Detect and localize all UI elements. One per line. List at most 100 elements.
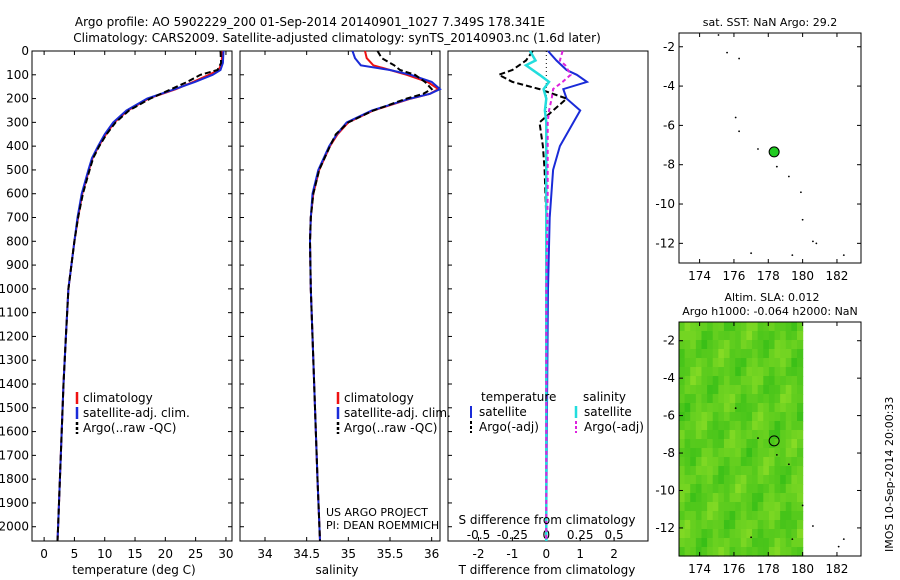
- sla-cell: [707, 502, 714, 512]
- map-x-tick-label: 176: [722, 562, 745, 576]
- sla-cell: [695, 412, 703, 422]
- sla-cell: [695, 439, 703, 449]
- sla-cell: [735, 538, 742, 548]
- sla-cell: [797, 439, 804, 449]
- sla-cell: [757, 457, 764, 467]
- sla-cell: [791, 385, 798, 395]
- sst-map-title: sat. SST: NaN Argo: 29.2: [703, 16, 837, 29]
- sla-cell: [679, 457, 686, 467]
- sla-cell: [701, 529, 708, 539]
- sla-cell: [701, 322, 708, 332]
- sla-cell: [780, 493, 787, 503]
- sla-cell: [780, 502, 787, 512]
- sla-cell: [729, 322, 736, 332]
- sla-cell: [701, 349, 708, 359]
- x-tick-label: 0: [40, 547, 48, 561]
- sla-cell: [768, 340, 776, 350]
- sla-cell: [780, 376, 787, 386]
- sla-cell: [718, 367, 725, 377]
- sla-cell: [768, 547, 776, 557]
- sla-cell: [695, 493, 703, 503]
- sla-cell: [763, 502, 770, 512]
- sla-cell: [746, 421, 753, 431]
- x-tick-label: 10: [97, 547, 112, 561]
- sla-cell: [690, 538, 697, 548]
- map-y-tick-label: -6: [663, 409, 675, 423]
- sla-cell: [768, 502, 776, 512]
- sla-cell: [763, 358, 770, 368]
- sla-cell: [797, 511, 804, 521]
- argo-float-marker: [768, 435, 780, 447]
- sla-cell: [791, 340, 798, 350]
- sla-cell: [797, 466, 804, 476]
- x2-tick-label: 0.5: [605, 528, 624, 542]
- sla-cell: [768, 448, 776, 458]
- sla-cell: [740, 502, 748, 512]
- sla-cell: [684, 448, 691, 458]
- sla-cell: [695, 457, 703, 467]
- sla-cell: [729, 331, 736, 341]
- sla-cell: [774, 403, 781, 413]
- sla-cell: [684, 493, 691, 503]
- legend-label-4: Argo(-adj): [584, 420, 644, 434]
- sla-cell: [785, 385, 792, 395]
- sla-cell: [707, 430, 714, 440]
- sla-cell: [757, 529, 764, 539]
- sla-cell: [774, 421, 781, 431]
- sla-cell: [774, 331, 781, 341]
- sla-cell: [718, 457, 725, 467]
- sla-cell: [684, 511, 691, 521]
- island-dot: [738, 130, 740, 133]
- sla-cell: [740, 475, 748, 485]
- sla-cell: [746, 475, 753, 485]
- sla-heatmap-field: [679, 322, 804, 557]
- difference-x2-label: S difference from climatology: [459, 513, 636, 527]
- sla-cell: [774, 475, 781, 485]
- sla-cell: [757, 367, 764, 377]
- sla-cell: [740, 529, 748, 539]
- sla-cell: [679, 421, 686, 431]
- sla-cell: [797, 394, 804, 404]
- legend-label-3: Argo(..raw -QC): [83, 421, 176, 435]
- sla-cell: [768, 511, 776, 521]
- island-dot: [787, 175, 790, 178]
- sla-cell: [729, 547, 736, 557]
- sla-cell: [679, 466, 686, 476]
- sla-cell: [718, 403, 725, 413]
- sla-cell: [707, 394, 714, 404]
- sla-cell: [780, 412, 787, 422]
- sla-cell: [768, 376, 776, 386]
- sla-cell: [785, 349, 792, 359]
- salinity-panel: 34 34.5 35 35.5 36 salinity climatologysatel…: [239, 50, 451, 577]
- x-tick-label: 0: [542, 547, 550, 561]
- sla-cell: [763, 376, 770, 386]
- sla-cell: [785, 367, 792, 377]
- sla-cell: [718, 511, 725, 521]
- sla-cell: [695, 547, 703, 557]
- map-y-tick-label: -8: [663, 158, 675, 172]
- sla-cell: [757, 358, 764, 368]
- sla-cell: [735, 394, 742, 404]
- salinity-x-axis: 34 34.5 35 35.5 36: [257, 51, 439, 561]
- y-tick-label: 1200: [0, 329, 29, 343]
- sla-cell: [791, 538, 798, 548]
- sla-cell: [684, 358, 691, 368]
- sla-cell: [763, 430, 770, 440]
- x-tick-label: -2: [473, 547, 485, 561]
- sla-cell: [690, 511, 697, 521]
- sla-cell: [718, 448, 725, 458]
- sla-cell: [718, 385, 725, 395]
- sla-cell: [690, 484, 697, 494]
- map-y-tick-label: -6: [663, 118, 675, 132]
- sla-cell: [797, 349, 804, 359]
- sla-cell: [740, 448, 748, 458]
- sla-cell: [791, 367, 798, 377]
- sla-cell: [735, 331, 742, 341]
- sla-cell: [763, 412, 770, 422]
- sla-cell: [695, 394, 703, 404]
- sla-cell: [718, 493, 725, 503]
- y-tick-label: 700: [6, 211, 29, 225]
- sla-cell: [740, 538, 748, 548]
- y-tick-label: 300: [6, 115, 29, 129]
